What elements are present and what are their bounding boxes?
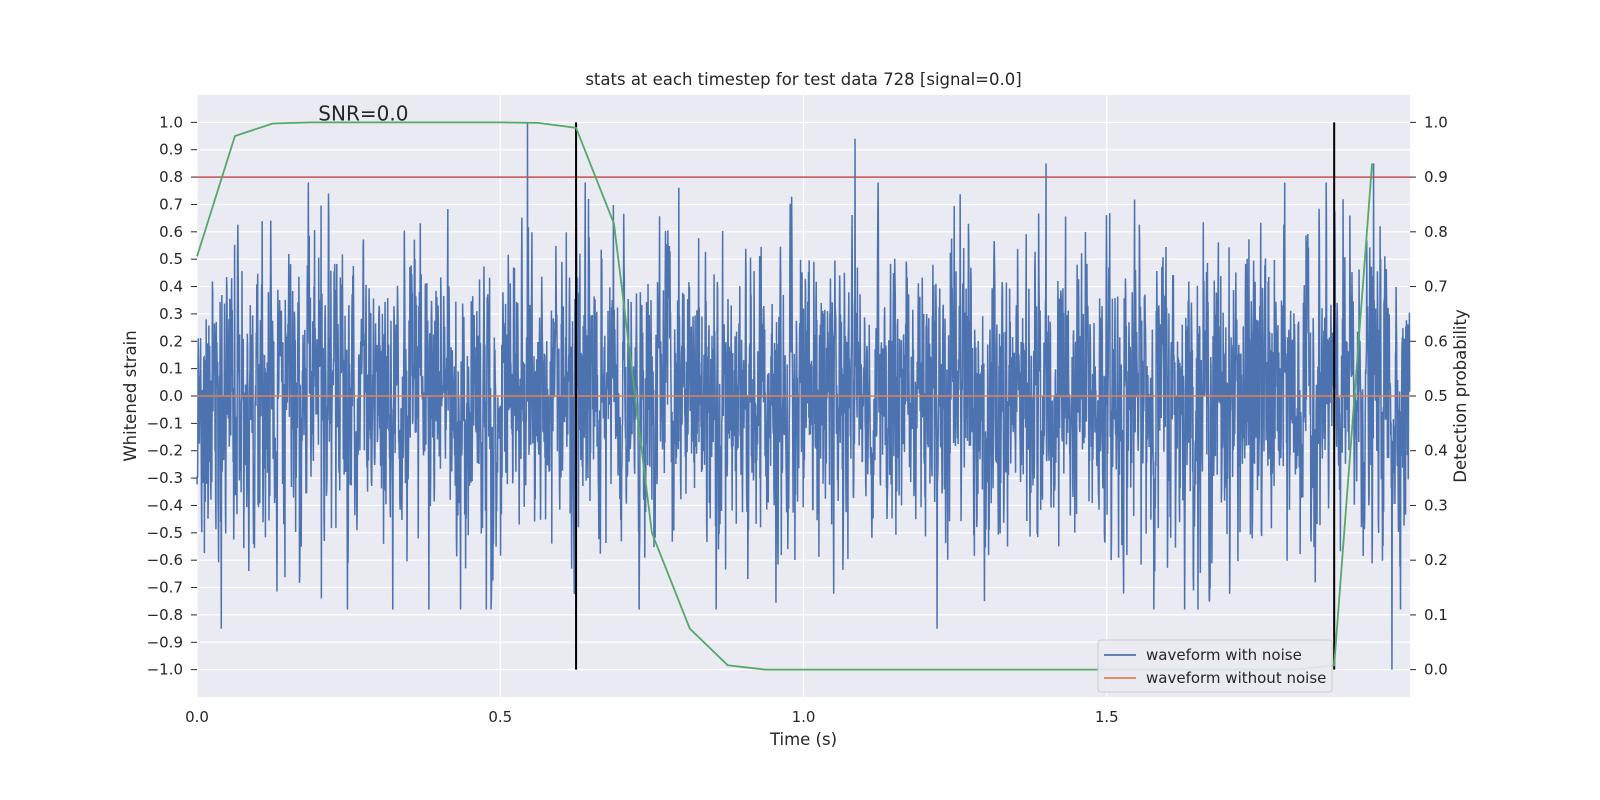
y2-tick-label: 0.6 xyxy=(1424,332,1448,350)
y-tick-label: −0.2 xyxy=(147,442,183,460)
y-tick-label: −1.0 xyxy=(147,661,183,679)
y-tick-label: 0.2 xyxy=(159,332,183,350)
y-tick-label: 0.9 xyxy=(159,141,183,159)
chart-title: stats at each timestep for test data 728… xyxy=(585,70,1021,89)
legend: waveform with noise waveform without noi… xyxy=(1097,639,1333,693)
y-tick-label: 1.0 xyxy=(159,113,183,131)
y-tick-label: −0.8 xyxy=(147,606,183,624)
y2-tick-label: 0.3 xyxy=(1424,496,1448,514)
y2-tick-label: 0.1 xyxy=(1424,606,1448,624)
y-tick-label: −0.3 xyxy=(147,469,183,487)
y2-tick-label: 0.4 xyxy=(1424,442,1448,460)
x-tick-label: 1.0 xyxy=(792,708,816,726)
y-tick-label: 0.1 xyxy=(159,360,183,378)
x-tick-label: 0.5 xyxy=(488,708,512,726)
y2-tick-label: 0.0 xyxy=(1424,661,1448,679)
y-tick-label: −0.6 xyxy=(147,551,183,569)
y-tick-label: −0.4 xyxy=(147,496,183,514)
y2-tick-label: 0.7 xyxy=(1424,278,1448,296)
y-tick-label: 0.6 xyxy=(159,223,183,241)
x-axis-label: Time (s) xyxy=(769,730,837,749)
x-tick-label: 0.0 xyxy=(185,708,209,726)
y-tick-label: 0.0 xyxy=(159,387,183,405)
snr-annotation: SNR=0.0 xyxy=(318,101,408,125)
y-tick-label: 0.5 xyxy=(159,250,183,268)
y-tick-label: 0.4 xyxy=(159,278,183,296)
legend-label-waveform-with-noise: waveform with noise xyxy=(1146,646,1302,664)
y2-tick-label: 0.2 xyxy=(1424,551,1448,569)
y2-tick-label: 1.0 xyxy=(1424,113,1448,131)
y-axis-label: Whitened strain xyxy=(121,330,140,461)
axes: −1.0 −0.9 −0.8 −0.7 −0.6 −0.5 −0.4 −0.3 −0.2 −0.1… xyxy=(147,113,1448,726)
y-tick-label: −0.7 xyxy=(147,579,183,597)
x-tick-label: 1.5 xyxy=(1095,708,1119,726)
y-tick-label: −0.1 xyxy=(147,414,183,432)
legend-box xyxy=(1097,639,1333,693)
y-tick-label: −0.9 xyxy=(147,633,183,651)
series-line-waveform-with-noise xyxy=(196,122,1411,670)
y-tick-label: 0.8 xyxy=(159,168,183,186)
y-tick-label: 0.7 xyxy=(159,195,183,213)
y2-axis-label: Detection probability xyxy=(1451,309,1470,483)
legend-label-waveform-without-noise: waveform without noise xyxy=(1146,669,1326,687)
y2-tick-label: 0.5 xyxy=(1424,387,1448,405)
y-tick-label: −0.5 xyxy=(147,524,183,542)
y2-tick-label: 0.9 xyxy=(1424,168,1448,186)
y-tick-label: 0.3 xyxy=(159,305,183,323)
y2-tick-label: 0.8 xyxy=(1424,223,1448,241)
